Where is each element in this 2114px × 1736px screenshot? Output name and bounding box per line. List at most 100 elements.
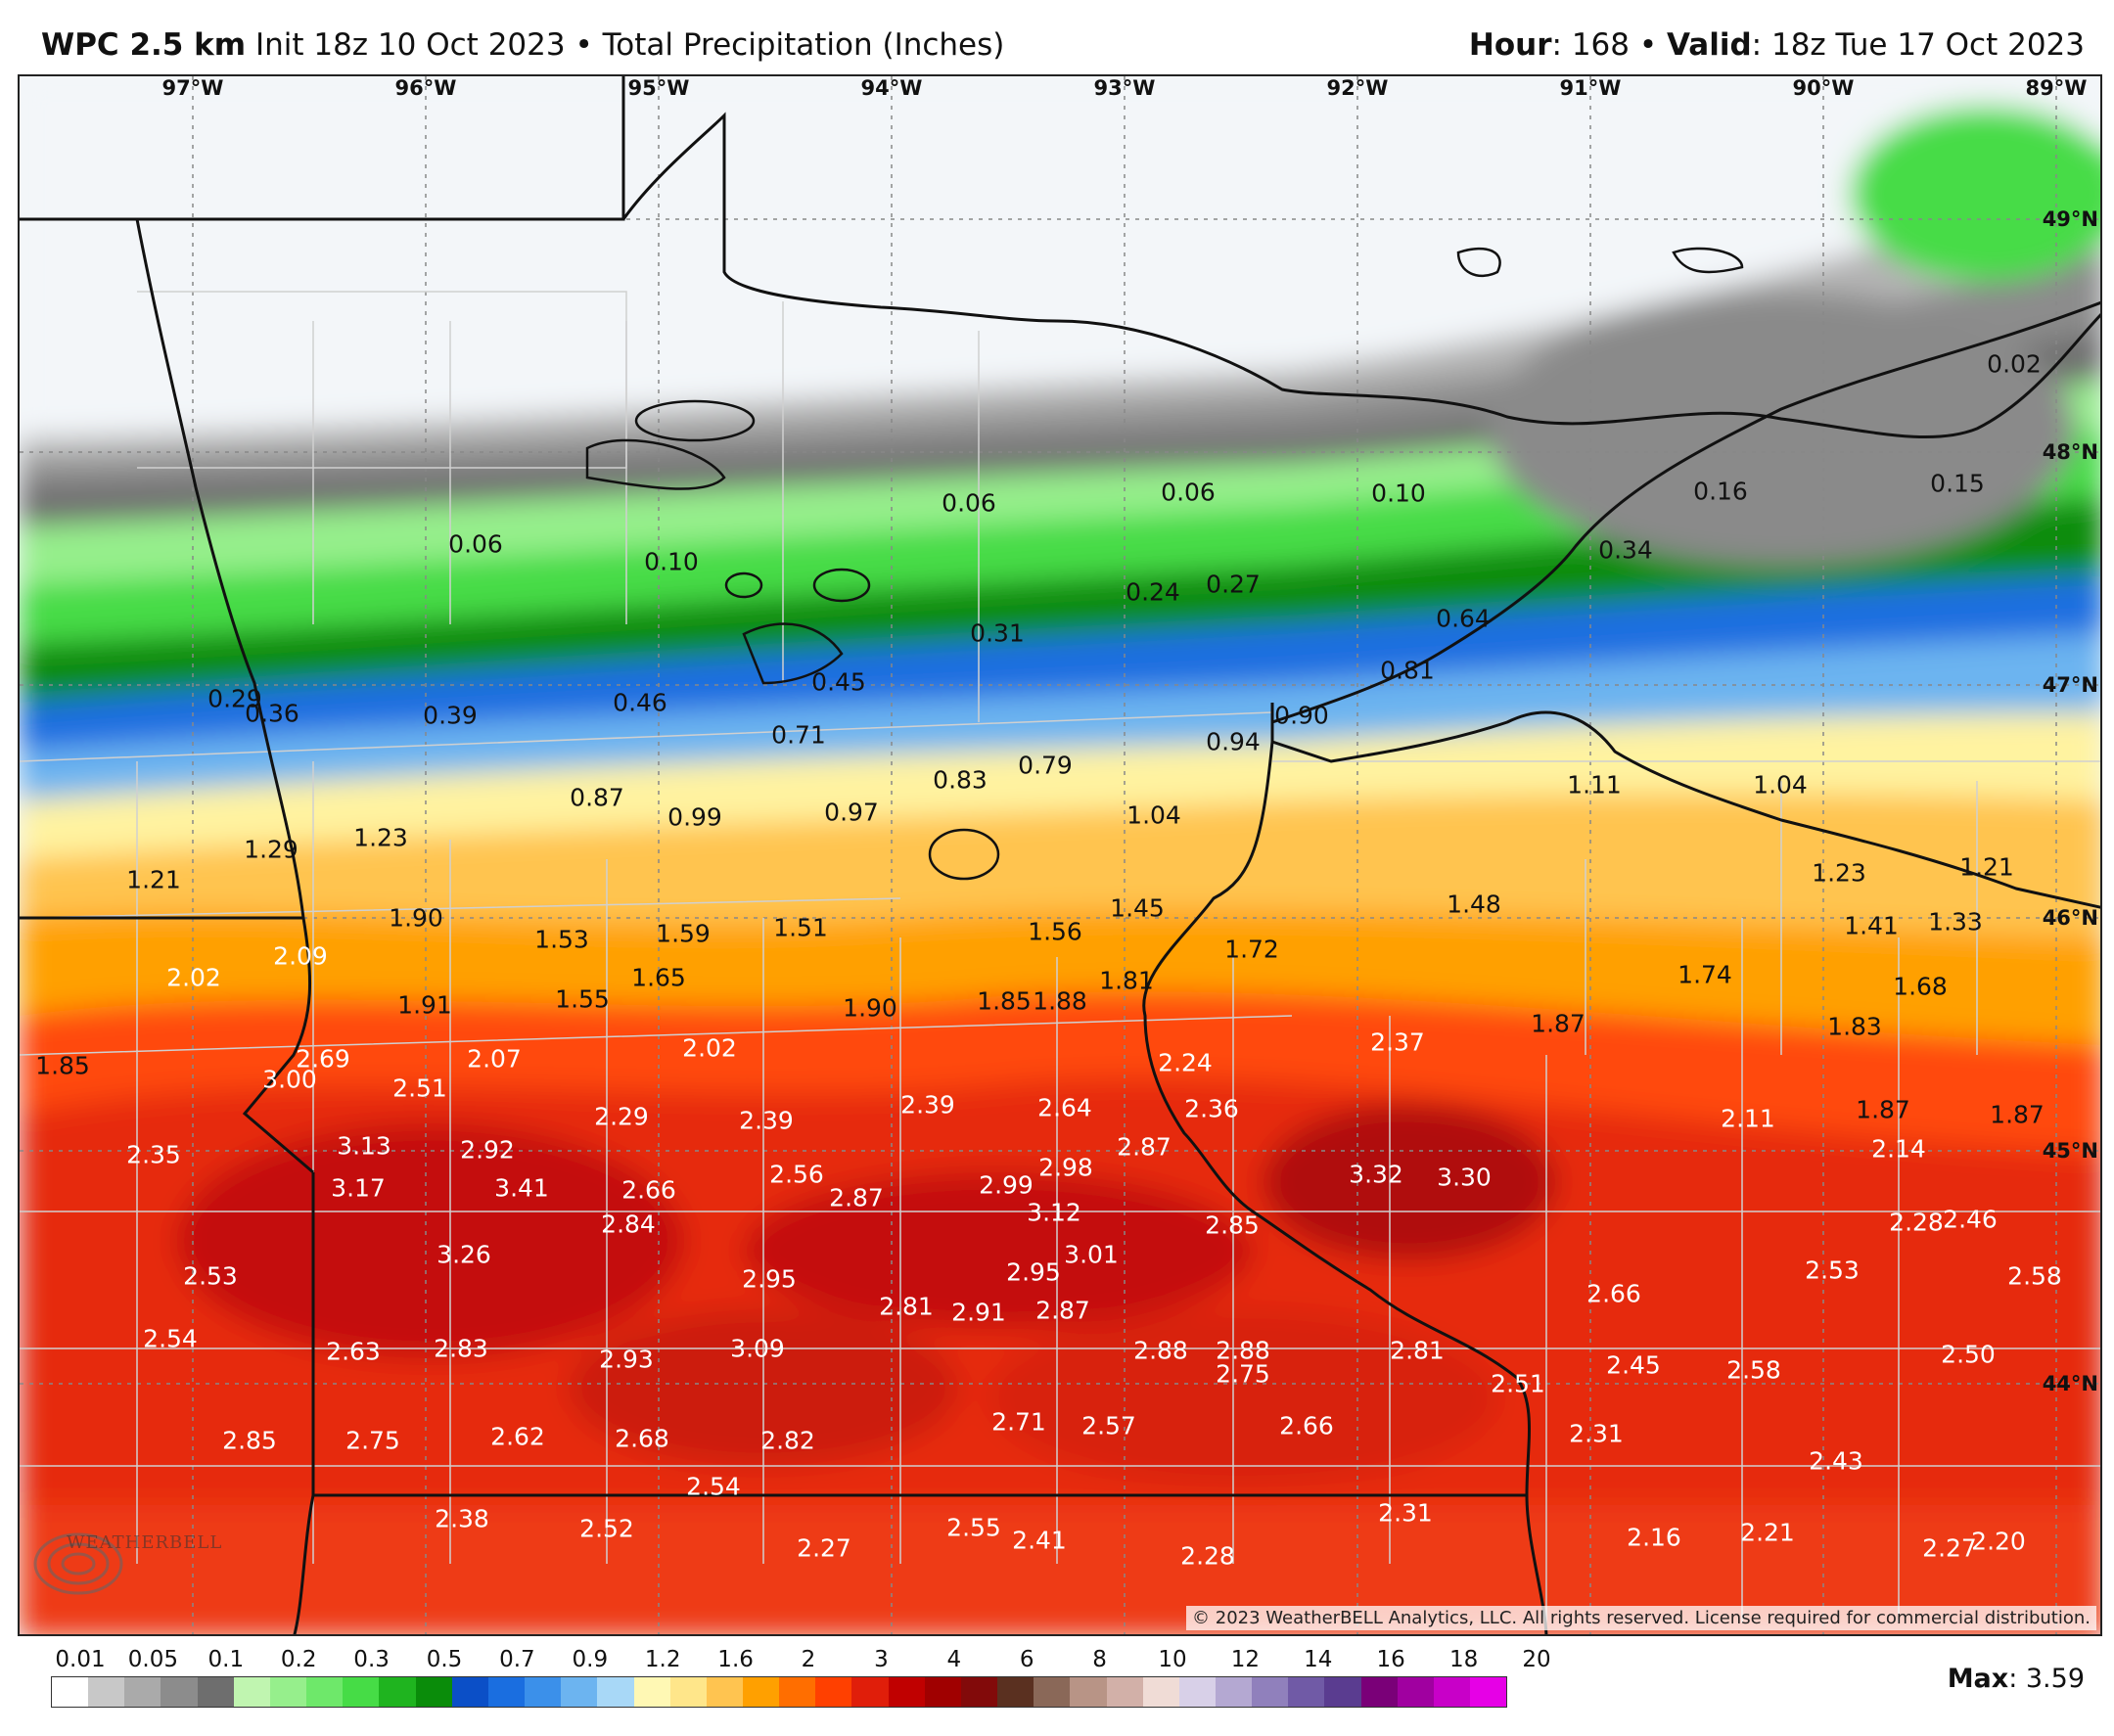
lat-label: 49°N xyxy=(2042,207,2098,231)
precip-value: 1.33 xyxy=(1928,907,1983,937)
precip-value: 2.91 xyxy=(951,1298,1006,1327)
map-graphics xyxy=(20,76,2100,1634)
precip-value: 2.45 xyxy=(1606,1350,1661,1380)
logo-text: WEATHERBELL xyxy=(67,1532,223,1553)
precip-value: 0.79 xyxy=(1018,751,1073,780)
precip-field xyxy=(20,76,2100,1634)
precip-value: 2.52 xyxy=(579,1514,634,1543)
precip-value: 2.98 xyxy=(1038,1153,1093,1182)
precip-value: 2.84 xyxy=(601,1210,656,1239)
precip-value: 2.85 xyxy=(222,1426,277,1455)
precip-value: 1.88 xyxy=(1033,986,1087,1016)
precip-value: 2.54 xyxy=(686,1472,741,1501)
legend-swatch xyxy=(706,1677,743,1707)
precip-value: 2.27 xyxy=(1922,1533,1977,1563)
precip-value: 1.11 xyxy=(1567,770,1622,799)
precip-value: 2.95 xyxy=(1006,1257,1061,1287)
precip-value: 3.26 xyxy=(437,1240,491,1269)
product-name: Total Precipitation (Inches) xyxy=(602,27,1005,63)
precip-value: 2.56 xyxy=(769,1160,824,1189)
precip-value: 2.93 xyxy=(599,1345,654,1374)
legend-swatch xyxy=(1470,1677,1507,1707)
precip-value: 0.71 xyxy=(771,720,826,750)
precip-value: 1.23 xyxy=(1812,858,1866,888)
precip-value: 2.87 xyxy=(1035,1296,1090,1325)
precip-value: 1.74 xyxy=(1677,960,1732,989)
legend-swatch xyxy=(742,1677,780,1707)
precip-value: 0.10 xyxy=(1371,479,1426,508)
precip-value: 1.59 xyxy=(656,919,711,948)
legend-label: 12 xyxy=(1230,1647,1261,1672)
header-right: Hour: 168 • Valid: 18z Tue 17 Oct 2023 xyxy=(1469,27,2085,63)
precip-value: 1.90 xyxy=(389,903,443,933)
precip-value: 2.95 xyxy=(742,1264,797,1294)
legend-swatch xyxy=(1034,1677,1071,1707)
precip-value: 0.81 xyxy=(1380,656,1435,685)
legend-label: 3 xyxy=(874,1647,889,1672)
precip-value: 0.27 xyxy=(1206,570,1261,599)
precip-value: 3.17 xyxy=(331,1173,386,1203)
precip-value: 2.28 xyxy=(1889,1208,1944,1237)
precip-value: 0.64 xyxy=(1436,604,1491,633)
precip-value: 2.36 xyxy=(1184,1094,1239,1123)
lon-label: 95°W xyxy=(627,76,690,100)
precip-value: 2.51 xyxy=(392,1074,447,1103)
legend-label: 6 xyxy=(1019,1647,1034,1672)
precip-value: 0.15 xyxy=(1930,469,1985,498)
county-lines xyxy=(20,291,2100,1622)
legend-swatch xyxy=(1216,1677,1253,1707)
legend-swatch xyxy=(888,1677,925,1707)
precip-value: 1.85 xyxy=(977,986,1032,1016)
precip-value: 2.88 xyxy=(1216,1336,1270,1365)
precip-value: 2.82 xyxy=(760,1426,815,1455)
precip-value: 2.27 xyxy=(797,1533,851,1563)
precip-value: 1.85 xyxy=(35,1051,90,1080)
legend-label: 4 xyxy=(946,1647,962,1672)
legend-label: 16 xyxy=(1376,1647,1405,1672)
precip-value: 1.91 xyxy=(397,990,452,1020)
precip-value: 0.36 xyxy=(245,699,299,728)
precip-value: 2.66 xyxy=(1279,1411,1334,1440)
lat-label: 46°N xyxy=(2042,906,2098,930)
precip-value: 2.16 xyxy=(1627,1523,1681,1552)
lon-label: 93°W xyxy=(1093,76,1156,100)
precip-value: 1.51 xyxy=(773,913,828,942)
precip-value: 3.32 xyxy=(1349,1160,1403,1189)
lat-label: 48°N xyxy=(2042,440,2098,464)
precip-value: 1.23 xyxy=(353,823,408,852)
copyright-notice: © 2023 WeatherBELL Analytics, LLC. All r… xyxy=(1186,1606,2096,1630)
precip-value: 2.14 xyxy=(1871,1134,1926,1164)
precip-value: 0.83 xyxy=(933,765,988,795)
legend-swatch xyxy=(960,1677,998,1707)
precip-value: 3.12 xyxy=(1027,1198,1081,1227)
legend-swatch xyxy=(924,1677,961,1707)
precip-value: 1.41 xyxy=(1844,911,1899,940)
legend-swatch xyxy=(779,1677,816,1707)
separator: • xyxy=(1638,27,1658,63)
legend-label: 0.7 xyxy=(499,1647,535,1672)
legend-label: 0.9 xyxy=(572,1647,609,1672)
precip-value: 0.02 xyxy=(1987,349,2042,379)
precip-value: 3.30 xyxy=(1437,1163,1492,1192)
precip-value: 2.92 xyxy=(460,1135,515,1165)
legend-label: 0.3 xyxy=(353,1647,390,1672)
precip-value: 2.11 xyxy=(1721,1104,1775,1133)
precip-value: 2.71 xyxy=(991,1407,1046,1437)
precip-value: 3.09 xyxy=(730,1334,785,1363)
legend-swatch xyxy=(1360,1677,1398,1707)
precip-value: 2.75 xyxy=(1216,1359,1270,1389)
precip-value: 0.29 xyxy=(207,684,262,713)
precip-value: 0.39 xyxy=(423,701,478,730)
logo-swirl xyxy=(33,1532,123,1595)
separator: • xyxy=(574,27,593,63)
precip-value: 2.09 xyxy=(273,941,328,971)
legend-swatch xyxy=(379,1677,416,1707)
precip-value: 2.58 xyxy=(2007,1261,2062,1291)
legend-swatch xyxy=(1288,1677,1325,1707)
precip-value: 2.43 xyxy=(1809,1446,1863,1476)
precip-value: 1.87 xyxy=(1990,1100,2045,1129)
precip-value: 1.21 xyxy=(1959,852,2014,882)
precip-value: 0.06 xyxy=(942,488,996,518)
precip-value: 1.45 xyxy=(1110,893,1165,923)
precip-value: 1.56 xyxy=(1028,917,1082,946)
